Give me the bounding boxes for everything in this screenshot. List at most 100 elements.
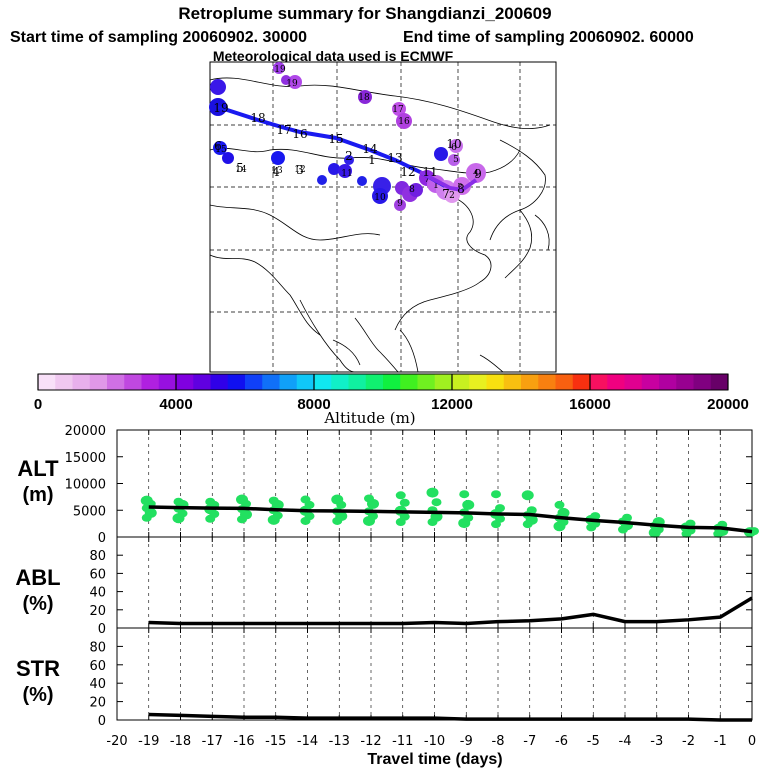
y-tick-label: 80: [89, 640, 106, 655]
colorbar-title: Altitude (m): [323, 409, 415, 427]
cluster-label: 15: [215, 145, 227, 155]
map-frame: [209, 61, 557, 373]
altitude-scatter-point: [331, 494, 344, 505]
x-tick-label: -3: [650, 734, 663, 749]
trajectory-day-label: 13: [387, 151, 402, 165]
alt-title: ALT: [17, 456, 59, 481]
colorbar-cell: [262, 374, 280, 390]
colorbar-cell: [124, 374, 142, 390]
trajectory-day-label: 17: [276, 123, 291, 137]
colorbar-cell: [590, 374, 608, 390]
cluster-marker: [317, 175, 327, 185]
altitude-scatter-point: [236, 494, 248, 505]
colorbar-cell: [210, 374, 229, 390]
start-time-label: Start time of sampling 20060902. 30000: [10, 29, 307, 46]
altitude-scatter-point: [431, 498, 442, 507]
trajectory-day-label: 10: [446, 137, 461, 151]
x-tick-label: -4: [619, 734, 632, 749]
mean-trajectory-line-recent: [419, 170, 478, 193]
trajectory-day-label: 9: [474, 167, 482, 181]
trajectory-day-label: 19: [213, 101, 228, 115]
cluster-marker: [394, 199, 406, 211]
alt-series-line: [148, 505, 753, 534]
cluster-marker: [357, 176, 367, 186]
colorbar-cell: [572, 374, 591, 390]
colorbar-cell: [710, 374, 729, 390]
altitude-scatter-point: [426, 487, 439, 498]
altitude-scatter-point: [395, 491, 406, 500]
colorbar-cell: [400, 374, 418, 390]
x-tick-label: -19: [138, 734, 159, 749]
altitude-scatter-point: [459, 490, 470, 499]
altitude-scatter-point: [364, 494, 374, 503]
cluster-marker: [392, 102, 406, 116]
x-tick-label: -6: [555, 734, 568, 749]
altitude-scatter-point: [554, 500, 565, 509]
colorbar-tick-label: 12000: [431, 396, 473, 413]
y-tick-label: 0: [98, 622, 106, 637]
colorbar-cell: [158, 374, 177, 390]
colorbar-cell: [55, 374, 73, 390]
met-data-label: Meteorological data used is ECMWF: [213, 48, 454, 64]
altitude-scatter-point: [173, 497, 184, 506]
cluster-label: 1: [433, 181, 439, 191]
x-tick-label: 0: [748, 734, 756, 749]
cluster-marker: [409, 183, 423, 197]
y-tick-label: 5000: [73, 504, 106, 519]
trajectory-day-label: 18: [250, 111, 265, 125]
cluster-label: 4: [473, 169, 479, 179]
colorbar-tick-label: 4000: [159, 396, 192, 413]
x-tick-label: -11: [392, 734, 413, 749]
trajectory-day-label: 7: [442, 187, 450, 201]
colorbar-cell: [279, 374, 298, 390]
trajectory-day-label: 1: [368, 153, 376, 167]
y-tick-label: 15000: [65, 451, 106, 466]
altitude-scatter-point: [526, 506, 537, 515]
altitude-scatter-point: [205, 497, 216, 506]
cluster-marker: [222, 152, 234, 164]
colorbar-cell: [365, 374, 384, 390]
colorbar-cell: [296, 374, 315, 390]
colorbar-cell: [469, 374, 487, 390]
abl-title: ABL: [15, 565, 60, 590]
altitude-scatter-point: [491, 490, 501, 499]
trajectory-day-label: 16: [292, 127, 307, 141]
cluster-marker: [448, 154, 460, 166]
cluster-label: 18: [358, 93, 370, 103]
cluster-marker: [288, 75, 302, 89]
colorbar-cell: [193, 374, 211, 390]
altitude-scatter-point: [590, 512, 601, 521]
trajectory-day-label: 2: [345, 149, 353, 163]
cluster-marker: [344, 155, 354, 165]
y-tick-label: 0: [98, 714, 106, 729]
x-tick-label: -9: [460, 734, 473, 749]
colorbar-cell: [486, 374, 505, 390]
colorbar-cell: [607, 374, 625, 390]
colorbar-cell: [676, 374, 694, 390]
altitude-scatter-point: [300, 495, 311, 504]
str-title: STR: [16, 656, 60, 681]
trajectory-day-label: 11: [422, 165, 437, 179]
altitude-scatter-point: [140, 495, 153, 506]
cluster-label: 16: [398, 117, 410, 127]
cluster-label: 10: [374, 193, 386, 203]
altitude-scatter-point: [622, 513, 632, 522]
trajectory-day-label: 5: [236, 161, 244, 175]
cluster-label: 6: [451, 143, 457, 153]
figure-title: Retroplume summary for Shangdianzi_20060…: [178, 4, 551, 23]
altitude-scatter-point: [462, 499, 475, 510]
y-tick-label: 10000: [65, 478, 106, 493]
altitude-scatter-point: [268, 496, 279, 505]
str-unit: (%): [22, 684, 53, 706]
colorbar-cell: [141, 374, 160, 390]
x-tick-label: -18: [170, 734, 191, 749]
cluster-label: 12: [294, 165, 305, 175]
abl-panel: 0 20 40 60 80 ABL (%): [15, 536, 753, 637]
x-tick-label: -2: [682, 734, 695, 749]
x-tick-label: -13: [329, 734, 350, 749]
alt-panel: 0 5000 10000 15000 20000 ALT (m): [17, 424, 759, 546]
cluster-marker: [328, 163, 340, 175]
